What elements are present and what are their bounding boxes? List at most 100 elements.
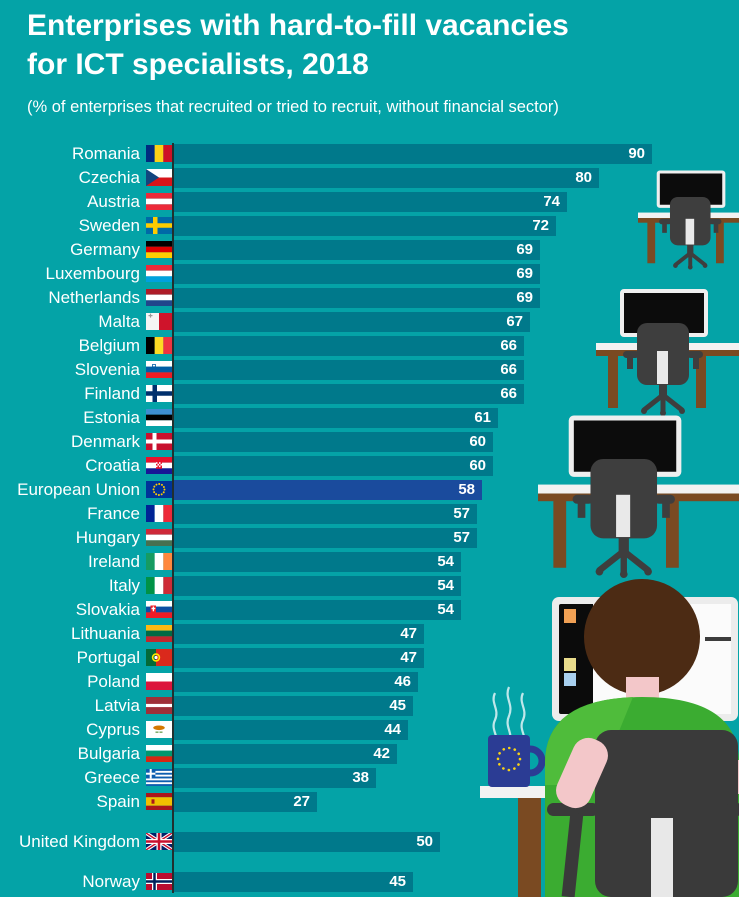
flag-it-icon	[146, 577, 172, 594]
flag-sk-icon	[146, 601, 172, 618]
country-label: Portugal	[76, 648, 140, 667]
chair-armrest-right	[725, 803, 739, 816]
bar-row-lt: Lithuania 47	[0, 624, 739, 644]
country-label: Belgium	[78, 336, 140, 355]
bar: 47	[174, 648, 424, 668]
country-label: Ireland	[88, 552, 140, 571]
bar: 74	[174, 192, 567, 212]
bar: 46	[174, 672, 418, 692]
country-label: Denmark	[71, 432, 140, 451]
bar: 66	[174, 336, 524, 356]
bar-row-nl: Netherlands 69	[0, 288, 739, 308]
bar: 80	[174, 168, 599, 188]
flag-dk-icon	[146, 433, 172, 450]
bar-highlight: 58	[174, 480, 482, 500]
country-label: Lithuania	[70, 624, 140, 643]
flag-gr-icon	[146, 769, 172, 786]
country-label: European Union	[17, 480, 140, 499]
flag-si-icon	[146, 361, 172, 378]
bar: 69	[174, 288, 540, 308]
country-label: Poland	[87, 672, 140, 691]
flag-hr-icon	[146, 457, 172, 474]
bar: 47	[174, 624, 424, 644]
desk-small	[636, 170, 739, 272]
bar-row-gb: United Kingdom 50	[0, 832, 739, 852]
bar-row-pt: Portugal 47	[0, 648, 739, 668]
bar-value: 60	[469, 433, 486, 450]
bar-row-si: Slovenia 66	[0, 360, 739, 380]
bar-row-ee: Estonia 61	[0, 408, 739, 428]
bar: 60	[174, 432, 493, 452]
bar-row-lv: Latvia 45	[0, 696, 739, 716]
desk-large	[538, 418, 739, 578]
bar: 57	[174, 528, 477, 548]
country-label: Finland	[84, 384, 140, 403]
bar-value: 45	[389, 697, 406, 714]
bar-row-hu: Hungary 57	[0, 528, 739, 548]
bar-row-se: Sweden 72	[0, 216, 739, 236]
bar-row-mt: Malta 67	[0, 312, 739, 332]
bar: 66	[174, 384, 524, 404]
office-chair-back	[595, 730, 738, 897]
bar-value: 67	[506, 313, 523, 330]
bar-value: 54	[437, 577, 454, 594]
bar-value: 27	[293, 793, 310, 810]
bar-row-no: Norway 45	[0, 872, 739, 892]
bar-value: 45	[389, 873, 406, 890]
country-label: Romania	[71, 144, 140, 163]
bar-row-bg: Bulgaria 42	[0, 744, 739, 764]
flag-bg-icon	[146, 745, 172, 762]
bar: 72	[174, 216, 556, 236]
bar-value: 58	[458, 481, 475, 498]
bar: 42	[174, 744, 397, 764]
bar: 67	[174, 312, 530, 332]
bar-value: 57	[453, 529, 470, 546]
bar-row-cz: Czechia 80	[0, 168, 739, 188]
flag-pt-icon	[146, 649, 172, 666]
country-label: Latvia	[94, 696, 140, 715]
bar-row-at: Austria 74	[0, 192, 739, 212]
flag-se-icon	[146, 217, 172, 234]
desk-medium	[596, 291, 739, 416]
flag-gb-icon	[146, 833, 172, 850]
bar-value: 47	[400, 625, 417, 642]
country-label: Bulgaria	[77, 744, 140, 763]
bar-row-it: Italy 54	[0, 576, 739, 596]
flag-lu-icon	[146, 265, 172, 282]
bar: 45	[174, 872, 413, 892]
bar-value: 44	[384, 721, 401, 738]
bar-row-ro: Romania 90	[0, 144, 739, 164]
country-label: Norway	[82, 872, 140, 891]
country-label: Cyprus	[86, 720, 140, 739]
flag-eu-icon	[146, 481, 172, 498]
bar-row-cy: Cyprus 44	[0, 720, 739, 740]
bar: 54	[174, 600, 461, 620]
bar-value: 54	[437, 553, 454, 570]
flag-fi-icon	[146, 385, 172, 402]
country-label: Germany	[70, 240, 140, 259]
bar-value: 50	[416, 833, 433, 850]
person-at-desk	[480, 579, 739, 897]
flag-ie-icon	[146, 553, 172, 570]
chair-armrest-left	[547, 803, 599, 816]
country-label: United Kingdom	[19, 832, 140, 851]
flag-ro-icon	[146, 145, 172, 162]
bar-value: 46	[394, 673, 411, 690]
bar: 66	[174, 360, 524, 380]
flag-pl-icon	[146, 673, 172, 690]
country-label: Netherlands	[48, 288, 140, 307]
bar-row-fr: France 57	[0, 504, 739, 524]
flag-fr-icon	[146, 505, 172, 522]
bar: 54	[174, 552, 461, 572]
chart-subtitle: (% of enterprises that recruited or trie…	[27, 98, 559, 116]
flag-ee-icon	[146, 409, 172, 426]
bar-row-dk: Denmark 60	[0, 432, 739, 452]
flag-at-icon	[146, 193, 172, 210]
person-head	[584, 579, 700, 695]
flag-lt-icon	[146, 625, 172, 642]
title-line-1: Enterprises with hard-to-fill vacancies	[27, 9, 569, 42]
bar-value: 69	[516, 289, 533, 306]
title-line-2: for ICT specialists, 2018	[27, 48, 369, 81]
country-label: Spain	[96, 792, 140, 811]
